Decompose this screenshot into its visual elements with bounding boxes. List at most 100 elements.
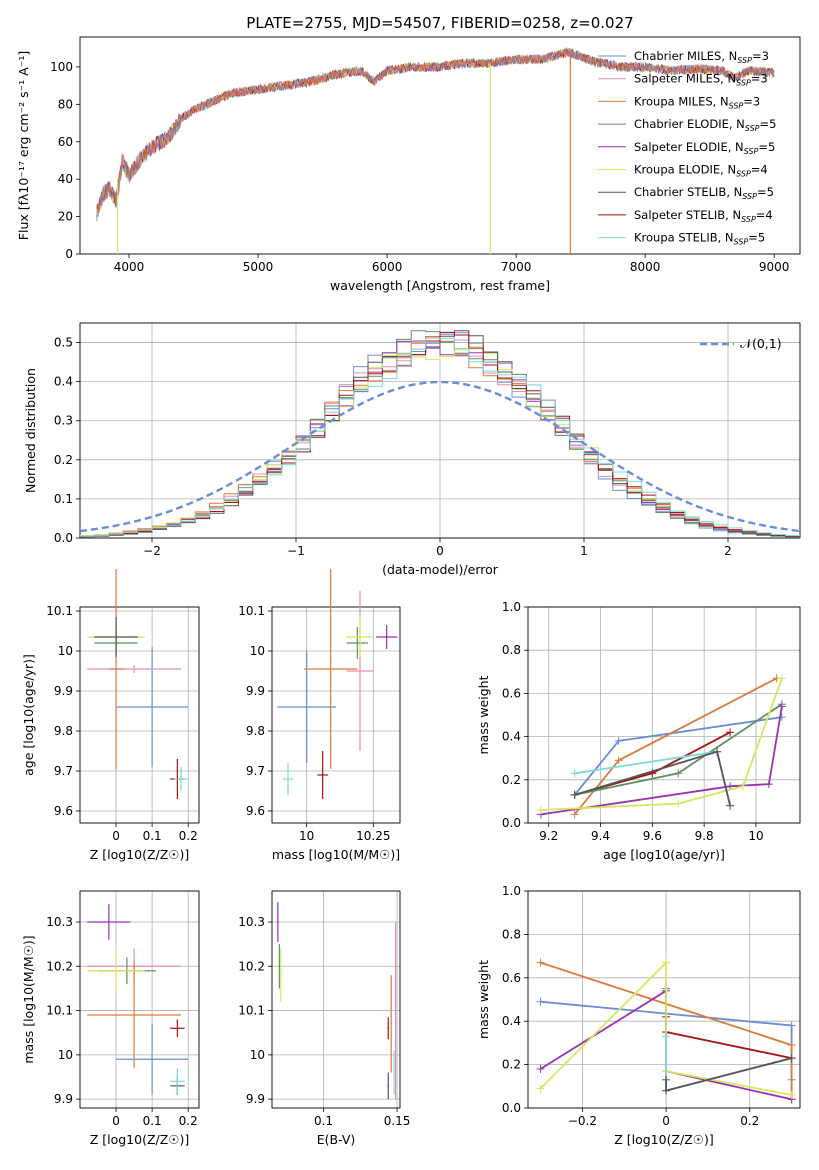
x-axis-label: Z [log10(Z/Z☉)] (90, 847, 190, 862)
y-tick-label: 1.0 (502, 884, 521, 898)
x-tick-label: 0.15 (384, 1114, 411, 1128)
x-tick-label: 10 (299, 829, 314, 843)
chart-title: PLATE=2755, MJD=54507, FIBERID=0258, z=0… (246, 14, 633, 32)
data-point (356, 642, 359, 644)
x-tick-label: 0.1 (143, 1114, 162, 1128)
y-tick-label: 10.1 (46, 604, 73, 618)
x-tick-label: 0.2 (740, 1114, 759, 1128)
legend-label: 𝒩(0,1) (740, 336, 782, 351)
x-axis-label: age [log10(age/yr)] (603, 847, 725, 862)
x-tick-label: 10.25 (356, 829, 390, 843)
data-point (180, 778, 182, 780)
y-tick-label: 10.1 (238, 604, 265, 618)
y-tick-label: 9.7 (54, 764, 73, 778)
data-point (387, 1027, 390, 1030)
y-tick-label: 1.0 (502, 600, 521, 614)
x-tick-label: 0 (112, 1114, 120, 1128)
y-tick-label: 0.2 (502, 1058, 521, 1072)
x-tick-label: 9.4 (591, 829, 610, 843)
legend-label: Salpeter ELODIE, NSSP=5 (634, 140, 775, 156)
y-tick-label: 9.9 (246, 1092, 265, 1106)
data-point (359, 670, 361, 672)
y-tick-label: 10 (58, 644, 73, 658)
weight-series-5 (540, 677, 783, 811)
data-point (305, 706, 308, 708)
y-axis-label: mass [log10(M/M☉)] (21, 935, 36, 1063)
y-tick-label: 0.4 (54, 375, 73, 389)
x-tick-label: 9000 (759, 260, 790, 274)
plot-frame (527, 890, 801, 1109)
data-point (151, 1058, 153, 1061)
data-point (390, 1023, 392, 1025)
data-point (176, 1027, 179, 1030)
y-tick-label: 0.3 (54, 414, 73, 428)
data-point (387, 1085, 390, 1087)
y-tick-label: 20 (58, 210, 73, 224)
y-tick-label: 10.1 (238, 1004, 265, 1018)
y-tick-label: 0.0 (502, 816, 521, 830)
x-tick-label: 4000 (114, 260, 145, 274)
x-tick-label: 0.2 (179, 1114, 198, 1128)
y-tick-label: 0.0 (54, 531, 73, 545)
data-point (151, 706, 153, 708)
y-tick-label: 40 (58, 172, 73, 186)
data-point (393, 1071, 395, 1074)
x-tick-label: −0.2 (568, 1114, 597, 1128)
x-axis-label: (data-model)/error (382, 562, 499, 577)
x-tick-label: 9.8 (695, 829, 714, 843)
y-tick-label: 60 (58, 135, 73, 149)
y-tick-label: 9.9 (54, 684, 73, 698)
y-axis-label: mass weight (476, 960, 491, 1039)
plot-frame (527, 606, 801, 824)
x-axis-label: mass [log10(M/M☉)] (272, 847, 400, 862)
data-point (359, 636, 361, 638)
weight-series-5 (539, 960, 792, 1096)
x-tick-label: 1 (580, 544, 588, 558)
y-tick-label: 0.8 (502, 927, 521, 941)
data-point (115, 636, 117, 638)
x-tick-label: 9.2 (539, 829, 558, 843)
y-tick-label: 0.6 (502, 971, 521, 985)
plot-frame (271, 606, 401, 824)
data-point (321, 774, 324, 776)
histogram-series-6 (80, 330, 800, 538)
legend-label: Kroupa MILES, NSSP=3 (634, 94, 760, 110)
data-point (115, 668, 117, 670)
spectrum-lines (96, 46, 775, 222)
x-tick-label: 7000 (501, 260, 532, 274)
y-axis-label: Flux [fλ10⁻¹⁷ erg cm⁻² s⁻¹ A⁻¹] (16, 51, 31, 240)
legend-label: Salpeter MILES, NSSP=3 (634, 72, 768, 88)
legend-label: Chabrier ELODIE, NSSP=5 (634, 117, 776, 133)
data-point (176, 1080, 179, 1083)
y-tick-label: 9.9 (246, 684, 265, 698)
y-tick-label: 10.3 (46, 915, 73, 929)
x-tick-label: 0.1 (314, 1114, 333, 1128)
legend-label: Salpeter STELIB, NSSP=4 (634, 208, 773, 224)
y-tick-label: 9.8 (246, 724, 265, 738)
legend-label: Kroupa STELIB, NSSP=5 (634, 231, 765, 247)
x-tick-label: 8000 (630, 260, 661, 274)
y-tick-label: 100 (50, 60, 73, 74)
x-axis-label: Z [log10(Z/Z☉)] (614, 1132, 714, 1147)
y-tick-label: 10.2 (46, 959, 73, 973)
x-tick-label: 0.2 (179, 829, 198, 843)
x-tick-label: 9.6 (643, 829, 662, 843)
normal-reference-curve (79, 380, 801, 533)
x-tick-label: −1 (287, 544, 305, 558)
y-tick-label: 80 (58, 97, 73, 111)
y-tick-label: 9.9 (54, 1092, 73, 1106)
data-point (278, 965, 281, 968)
y-tick-label: 0.2 (502, 773, 521, 787)
data-point (394, 1009, 397, 1012)
data-point (287, 778, 289, 780)
y-tick-label: 10.2 (238, 959, 265, 973)
x-tick-label: −2 (143, 544, 161, 558)
x-tick-label: 0 (436, 544, 444, 558)
y-tick-label: 0.4 (502, 1014, 521, 1028)
y-axis-label: mass weight (476, 675, 491, 754)
y-axis-label: age [log10(age/yr)] (21, 654, 36, 776)
legend-label: Kroupa ELODIE, NSSP=4 (634, 163, 768, 179)
x-tick-label: 0 (662, 1114, 670, 1128)
y-tick-label: 10 (250, 644, 265, 658)
